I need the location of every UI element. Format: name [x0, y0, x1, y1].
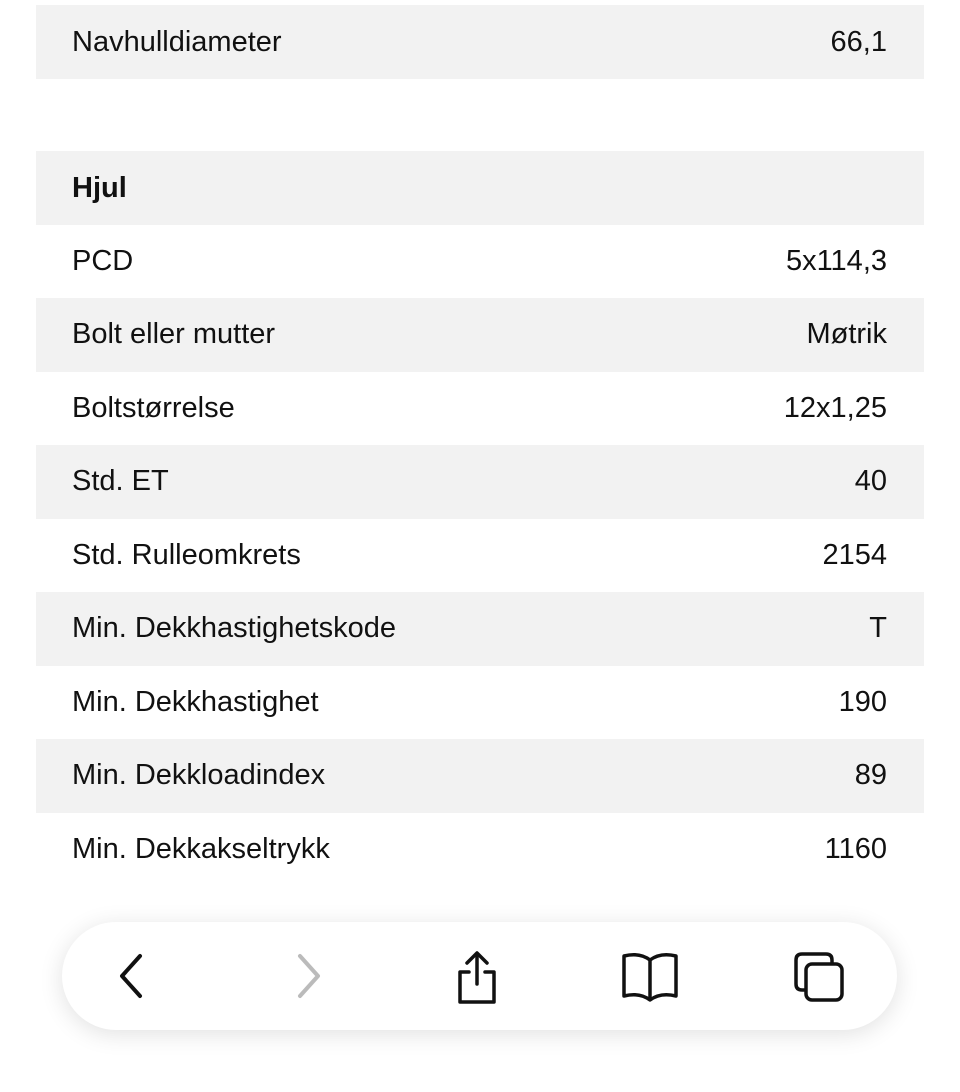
- share-button[interactable]: [452, 950, 502, 1006]
- row-label: Std. ET: [72, 465, 169, 497]
- table-row: Navhulldiameter 66,1: [36, 5, 924, 79]
- row-label: Bolt eller mutter: [72, 318, 276, 350]
- browser-toolbar: [62, 922, 897, 1030]
- table-row: Min. Dekkhastighet 190: [36, 665, 924, 739]
- row-value: 190: [838, 685, 887, 718]
- table-row: PCD 5x114,3: [36, 224, 924, 298]
- table-row: Bolt eller mutter Møtrik: [36, 297, 924, 372]
- row-value: 89: [854, 759, 887, 791]
- row-value: 2154: [822, 538, 887, 571]
- row-value: 5x114,3: [785, 244, 887, 277]
- row-value: 12x1,25: [783, 391, 887, 424]
- row-label: PCD: [72, 244, 134, 277]
- row-label: Std. Rulleomkrets: [72, 538, 301, 571]
- row-label: Min. Dekkakseltrykk: [72, 832, 330, 865]
- table-row: Std. Rulleomkrets 2154: [36, 518, 924, 592]
- row-label: Min. Dekkhastighetskode: [72, 612, 396, 644]
- table-row: Boltstørrelse 12x1,25: [36, 371, 924, 445]
- row-label: Boltstørrelse: [72, 391, 235, 424]
- section-title: Hjul: [72, 171, 127, 204]
- forward-button[interactable]: [288, 950, 328, 1002]
- row-label: Navhulldiameter: [72, 25, 282, 58]
- table-row: Min. Dekkhastighetskode T: [36, 591, 924, 666]
- row-label: Min. Dekkloadindex: [72, 759, 326, 791]
- row-value: Møtrik: [806, 318, 887, 350]
- table-row: Min. Dekkakseltrykk 1160: [36, 812, 924, 886]
- tabs-button[interactable]: [792, 950, 848, 1006]
- row-label: Min. Dekkhastighet: [72, 685, 319, 718]
- table-row: Std. ET 40: [36, 444, 924, 519]
- row-value: T: [869, 612, 887, 644]
- table-row: Min. Dekkloadindex 89: [36, 738, 924, 813]
- row-value: 66,1: [830, 25, 887, 58]
- bookmarks-button[interactable]: [620, 950, 680, 1002]
- row-value: 1160: [824, 832, 887, 865]
- back-button[interactable]: [112, 950, 152, 1002]
- row-value: 40: [854, 465, 887, 497]
- section-header: Hjul: [36, 151, 924, 225]
